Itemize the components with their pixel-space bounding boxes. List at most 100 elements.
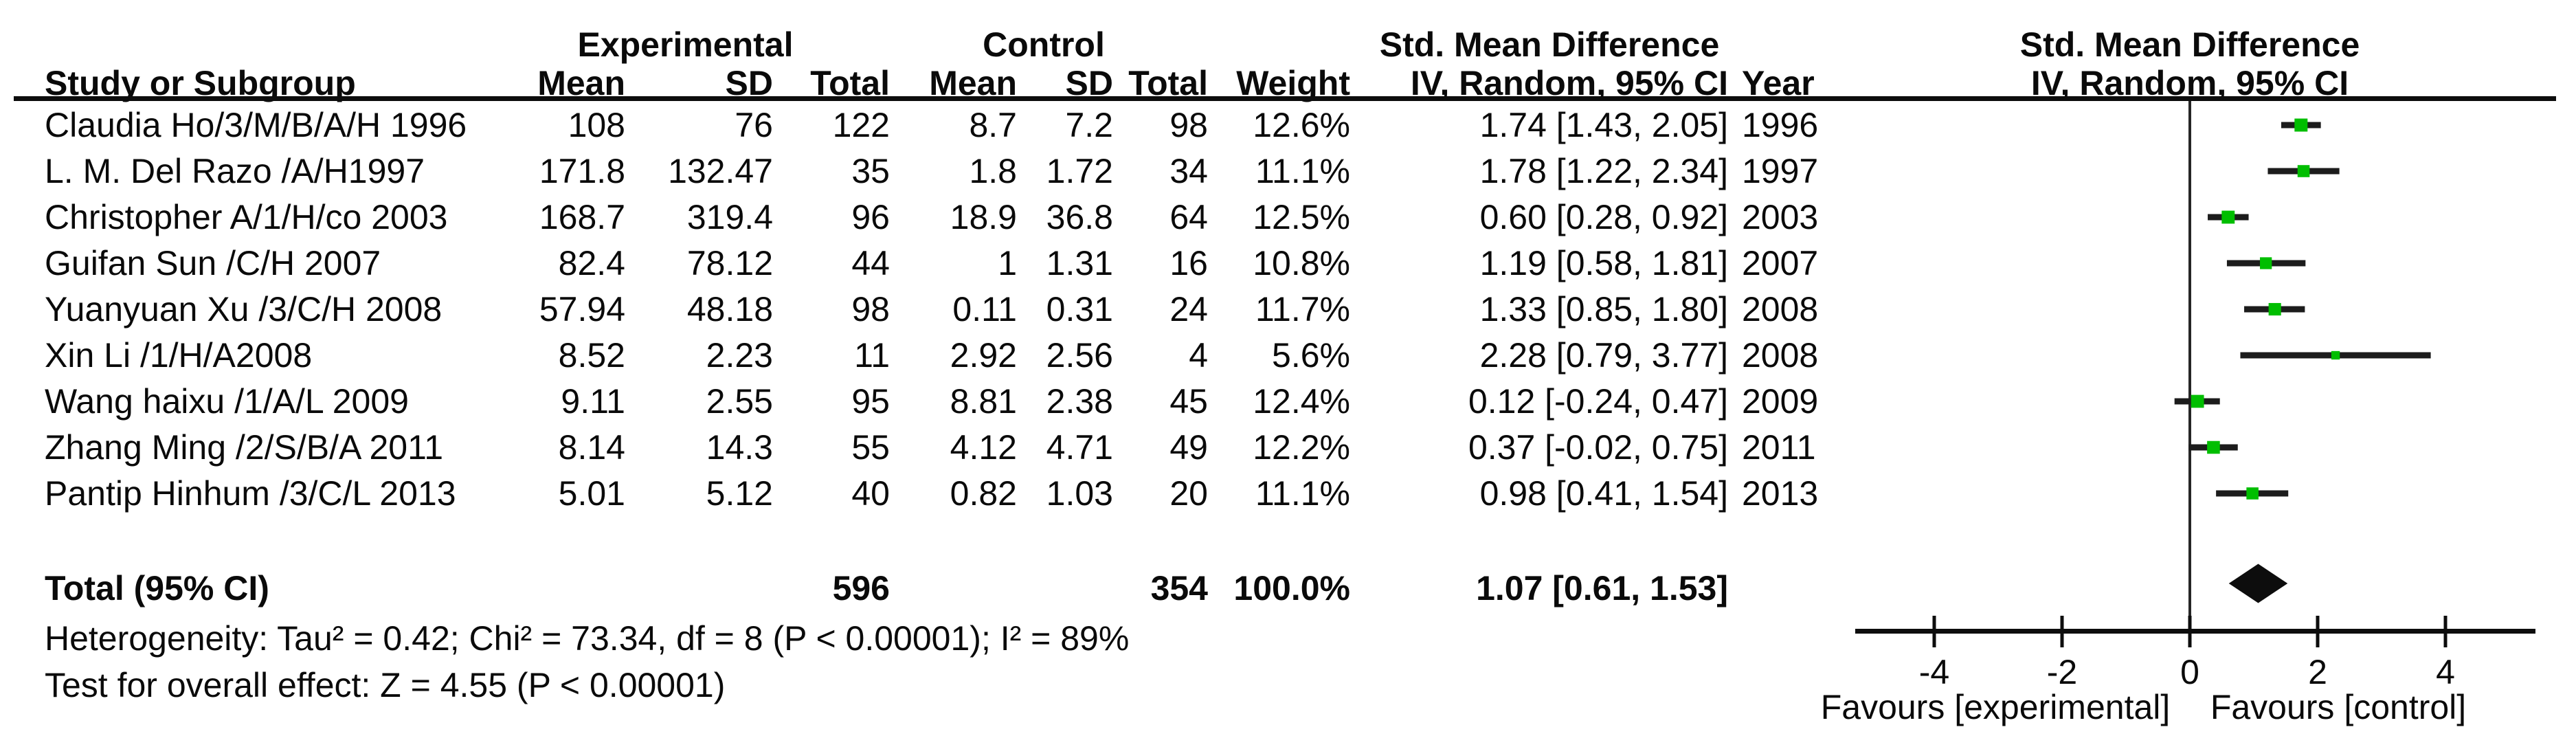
summary-diamond <box>2228 564 2288 603</box>
study-cell-ctrl_mean: 8.81 <box>950 382 1017 421</box>
effect-square <box>2260 257 2272 269</box>
total-exp-total: 596 <box>832 569 890 607</box>
study-cell-exp_mean: 108 <box>568 106 625 144</box>
study-cell-name: Claudia Ho/3/M/B/A/H 1996 <box>45 106 467 144</box>
study-cell-exp_total: 95 <box>851 382 890 421</box>
study-cell-ctrl_mean: 4.12 <box>950 428 1017 467</box>
study-cell-ctrl_total: 34 <box>1169 152 1208 190</box>
axis-tick-label: 4 <box>2436 653 2455 691</box>
study-cell-exp_mean: 9.11 <box>561 382 625 421</box>
axis-tick-label: -2 <box>2047 653 2077 691</box>
study-cell-ctrl_total: 45 <box>1169 382 1208 421</box>
study-cell-exp_mean: 5.01 <box>558 474 625 513</box>
study-cell-ctrl_mean: 18.9 <box>950 198 1017 236</box>
overall-effect-note: Test for overall effect: Z = 4.55 (P < 0… <box>45 666 726 704</box>
effect-square <box>2268 302 2281 316</box>
study-cell-year: 2013 <box>1742 474 1819 513</box>
group-header-smd: Std. Mean Difference <box>1379 25 1720 64</box>
study-cell-ctrl_total: 49 <box>1169 428 1208 467</box>
study-cell-year: 2008 <box>1742 336 1819 375</box>
study-cell-exp_sd: 2.55 <box>706 382 773 421</box>
study-cell-year: 1997 <box>1742 152 1819 190</box>
study-cell-ctrl_total: 64 <box>1169 198 1208 236</box>
study-cell-name: Guifan Sun /C/H 2007 <box>45 244 381 282</box>
col-header-year: Year <box>1742 64 1815 102</box>
study-cell-name: Xin Li /1/H/A2008 <box>45 336 313 375</box>
study-cell-weight: 12.6% <box>1253 106 1350 144</box>
study-cell-ctrl_sd: 1.31 <box>1046 244 1113 282</box>
col-header-exp-mean: Mean <box>537 64 625 102</box>
study-cell-ctrl_total: 4 <box>1189 336 1208 375</box>
study-cell-smd_text: 0.37 [-0.02, 0.75] <box>1468 428 1728 467</box>
study-cell-ctrl_mean: 2.92 <box>950 336 1017 375</box>
axis-tick <box>2060 616 2064 647</box>
study-cell-ctrl_sd: 1.03 <box>1046 474 1113 513</box>
study-cell-smd_text: 1.33 [0.85, 1.80] <box>1479 290 1728 328</box>
study-cell-exp_total: 55 <box>851 428 890 467</box>
col-header-ctrl-total: Total <box>1128 64 1208 102</box>
study-cell-exp_total: 122 <box>832 106 890 144</box>
study-cell-exp_total: 40 <box>851 474 890 513</box>
study-cell-weight: 11.1% <box>1255 152 1350 190</box>
effect-square <box>2246 487 2259 500</box>
plot-header-line1: Std. Mean Difference <box>2019 25 2360 64</box>
study-cell-ctrl_mean: 1.8 <box>969 152 1017 190</box>
effect-square <box>2221 210 2235 224</box>
study-cell-ctrl_mean: 0.82 <box>950 474 1017 513</box>
effect-square <box>2294 118 2308 132</box>
col-header-ctrl-mean: Mean <box>929 64 1017 102</box>
study-cell-ctrl_total: 24 <box>1169 290 1208 328</box>
study-cell-exp_mean: 82.4 <box>558 244 625 282</box>
study-cell-exp_sd: 78.12 <box>686 244 773 282</box>
heterogeneity-note: Heterogeneity: Tau² = 0.42; Chi² = 73.34… <box>45 619 1130 658</box>
study-cell-ctrl_sd: 7.2 <box>1065 106 1113 144</box>
study-cell-exp_mean: 8.52 <box>558 336 625 375</box>
study-cell-exp_mean: 8.14 <box>558 428 625 467</box>
effect-square <box>2207 441 2220 454</box>
study-cell-exp_mean: 171.8 <box>539 152 625 190</box>
effect-square <box>2191 394 2204 408</box>
study-cell-ctrl_sd: 1.72 <box>1046 152 1113 190</box>
study-cell-year: 2011 <box>1742 428 1816 467</box>
effect-square <box>2331 350 2340 360</box>
total-smd-ci: 1.07 [0.61, 1.53] <box>1476 569 1728 607</box>
study-cell-weight: 12.5% <box>1253 198 1350 236</box>
study-cell-year: 2007 <box>1742 244 1819 282</box>
study-cell-ctrl_total: 16 <box>1169 244 1208 282</box>
study-cell-exp_total: 35 <box>851 152 890 190</box>
study-cell-smd_text: 1.78 [1.22, 2.34] <box>1479 152 1728 190</box>
col-header-exp-sd: SD <box>725 64 773 102</box>
study-cell-smd_text: 0.60 [0.28, 0.92] <box>1479 198 1728 236</box>
study-cell-exp_sd: 48.18 <box>686 290 773 328</box>
study-cell-exp_total: 11 <box>854 336 890 375</box>
study-cell-ctrl_total: 98 <box>1169 106 1208 144</box>
zero-line <box>2188 101 2191 631</box>
study-cell-ctrl_mean: 8.7 <box>969 106 1017 144</box>
col-header-exp-total: Total <box>810 64 890 102</box>
study-cell-smd_text: 1.19 [0.58, 1.81] <box>1479 244 1728 282</box>
group-header-experimental: Experimental <box>577 25 794 64</box>
axis-tick-label: -4 <box>1919 653 1949 691</box>
study-cell-smd_text: 2.28 [0.79, 3.77] <box>1479 336 1728 375</box>
study-cell-year: 2003 <box>1742 198 1819 236</box>
axis-tick <box>1932 616 1936 647</box>
axis-tick <box>2188 616 2192 647</box>
study-cell-ctrl_sd: 4.71 <box>1046 428 1113 467</box>
study-cell-exp_total: 96 <box>851 198 890 236</box>
study-cell-ctrl_sd: 36.8 <box>1046 198 1113 236</box>
study-cell-exp_sd: 76 <box>735 106 773 144</box>
col-header-study: Study or Subgroup <box>45 64 356 102</box>
study-cell-weight: 12.4% <box>1253 382 1350 421</box>
study-cell-exp_sd: 319.4 <box>686 198 773 236</box>
group-header-control: Control <box>983 25 1105 64</box>
col-header-ctrl-sd: SD <box>1065 64 1113 102</box>
study-cell-name: Wang haixu /1/A/L 2009 <box>45 382 409 421</box>
study-cell-weight: 10.8% <box>1253 244 1350 282</box>
favours-right-label: Favours [control] <box>2210 688 2466 726</box>
col-header-weight: Weight <box>1236 64 1350 102</box>
x-axis-line <box>1855 629 2535 634</box>
study-cell-exp_mean: 168.7 <box>539 198 625 236</box>
study-cell-name: Christopher A/1/H/co 2003 <box>45 198 448 236</box>
study-cell-exp_sd: 132.47 <box>668 152 773 190</box>
